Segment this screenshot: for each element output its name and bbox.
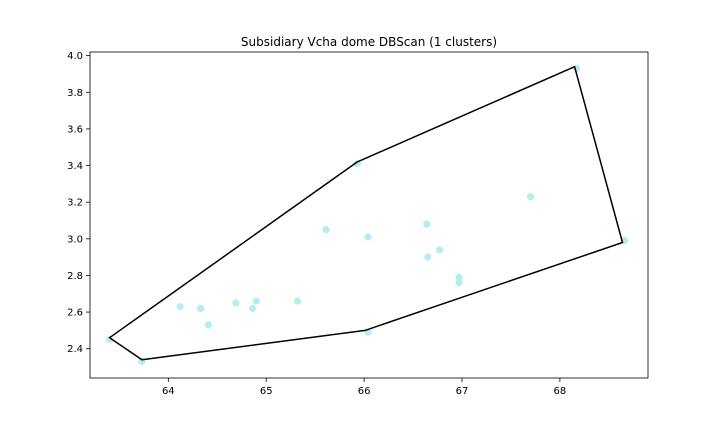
chart-title: Subsidiary Vcha dome DBScan (1 clusters) — [241, 35, 497, 49]
data-point — [232, 299, 240, 307]
y-tick-label: 3.4 — [67, 161, 83, 172]
data-point — [293, 297, 302, 305]
cluster-hull — [108, 65, 624, 361]
data-point — [176, 302, 184, 311]
y-tick-label: 3.6 — [67, 124, 83, 135]
y-tick-label: 2.6 — [67, 308, 83, 319]
x-tick-label: 66 — [358, 386, 371, 397]
data-point — [204, 321, 213, 329]
data-point — [435, 246, 444, 254]
y-tick-label: 3.8 — [67, 88, 83, 99]
data-point — [322, 226, 330, 234]
x-tick-label: 65 — [260, 386, 273, 397]
data-point — [248, 304, 257, 313]
data-point — [455, 273, 463, 281]
data-point — [364, 233, 372, 241]
x-axis-ticks: 64 65 66 67 68 — [162, 378, 566, 397]
y-tick-label: 2.4 — [67, 344, 83, 355]
y-tick-label: 4.0 — [67, 51, 83, 62]
y-tick-label: 3.0 — [67, 234, 83, 245]
data-point — [526, 193, 535, 201]
data-points — [105, 64, 629, 366]
x-tick-label: 67 — [456, 386, 469, 397]
data-point — [197, 304, 205, 313]
cluster-hull-outline — [108, 65, 624, 361]
x-tick-label: 68 — [554, 386, 567, 397]
y-tick-label: 2.8 — [67, 271, 83, 282]
data-point — [105, 335, 114, 344]
data-point — [252, 297, 261, 305]
data-point — [423, 220, 431, 228]
data-point — [455, 279, 463, 287]
y-axis-ticks: 2.4 2.6 2.8 3.0 3.2 3.4 3.6 3.8 4.0 — [67, 51, 90, 355]
data-point — [424, 253, 432, 261]
y-tick-label: 3.2 — [67, 198, 83, 209]
x-tick-label: 64 — [162, 386, 175, 397]
plot-area-frame — [89, 51, 649, 379]
